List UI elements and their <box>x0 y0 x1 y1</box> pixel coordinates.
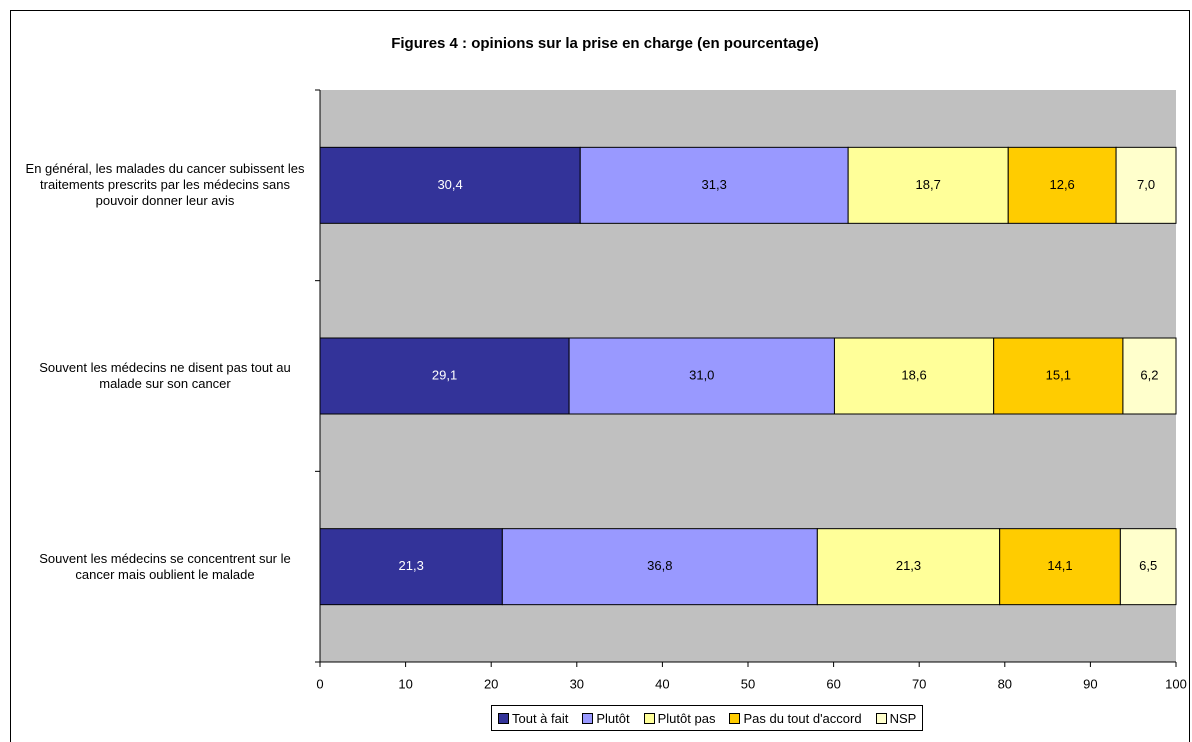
value-label: 6,5 <box>1139 558 1157 573</box>
value-label: 18,7 <box>916 177 941 192</box>
category-label: Souvent les médecins se concentrent sur … <box>39 550 291 582</box>
legend-swatch <box>582 712 594 724</box>
legend-item: NSP <box>875 710 917 726</box>
value-label: 7,0 <box>1137 177 1155 192</box>
x-tick-label: 20 <box>484 676 498 691</box>
legend-label: Plutôt pas <box>657 710 716 726</box>
value-label: 36,8 <box>647 558 672 573</box>
value-label: 21,3 <box>896 558 921 573</box>
legend-item: Pas du tout d'accord <box>729 710 862 726</box>
x-tick-label: 90 <box>1083 676 1097 691</box>
x-tick-label: 30 <box>570 676 584 691</box>
legend-item: Tout à fait <box>498 711 568 726</box>
bar-segment <box>319 528 503 606</box>
bar-segment <box>319 146 581 224</box>
value-label: 12,6 <box>1049 177 1074 192</box>
bar-segment <box>993 337 1124 415</box>
x-tick-label: 40 <box>655 676 669 691</box>
x-tick-label: 60 <box>826 676 840 691</box>
x-tick-label: 100 <box>1165 676 1187 691</box>
chart-title: Figures 4 : opinions sur la prise en cha… <box>391 35 819 52</box>
bar-segment <box>1122 337 1177 415</box>
value-label: 6,2 <box>1140 367 1158 382</box>
value-label: 30,4 <box>437 177 462 192</box>
legend-label: Plutôt <box>596 710 630 726</box>
legend-swatch <box>875 712 887 724</box>
legend-label: NSP <box>889 710 917 726</box>
bar-segment <box>501 528 818 606</box>
value-label: 29,1 <box>432 367 457 382</box>
category-label: Souvent les médecins ne disent pas tout … <box>39 360 291 391</box>
legend-item: Plutôt <box>582 710 630 726</box>
bar-segment <box>999 528 1121 606</box>
bar-segment <box>833 337 995 415</box>
value-label: 18,6 <box>901 367 926 382</box>
bar-segment <box>847 146 1009 224</box>
bar-segment <box>816 528 1001 606</box>
value-label: 31,3 <box>702 177 727 192</box>
value-label: 31,0 <box>689 367 714 382</box>
bar-segment <box>1119 528 1177 606</box>
category-label: En général, les malades du cancer subiss… <box>25 161 305 209</box>
legend-swatch <box>729 712 741 724</box>
value-label: 15,1 <box>1046 367 1071 382</box>
bar-segment <box>1115 146 1177 224</box>
legend-label: Pas du tout d'accord <box>743 710 862 726</box>
legend-item: Plutôt pas <box>643 710 716 726</box>
legend-swatch <box>498 712 509 724</box>
x-tick-label: 50 <box>741 676 755 691</box>
legend-swatch <box>643 712 655 724</box>
bar-segment <box>568 337 835 415</box>
x-tick-label: 70 <box>912 676 926 691</box>
x-tick-label: 80 <box>998 676 1012 691</box>
legend-label: Tout à fait <box>512 710 569 726</box>
value-label: 21,3 <box>399 558 424 573</box>
x-tick-label: 0 <box>316 676 323 691</box>
bar-segment <box>1007 146 1117 224</box>
legend: Tout à fait Plutôt Plutôt pas Pas du tout d… <box>491 705 924 731</box>
x-tick-label: 10 <box>398 676 412 691</box>
value-label: 14,1 <box>1047 558 1072 573</box>
bar-segment <box>579 146 849 224</box>
bar-segment <box>319 337 570 415</box>
